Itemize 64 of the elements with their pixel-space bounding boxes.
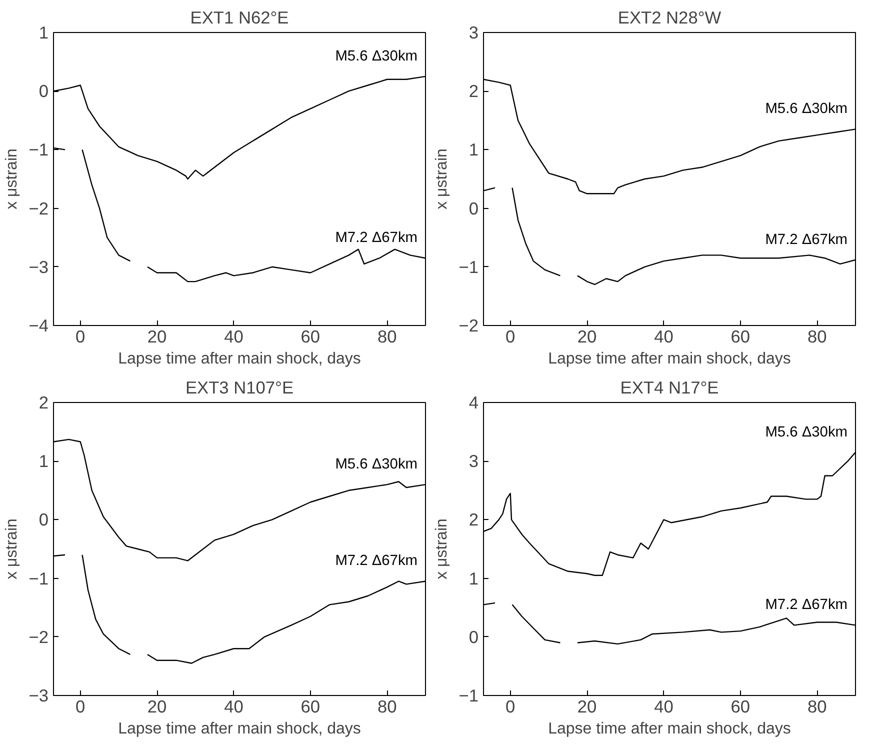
x-tick-label: 0 <box>506 696 516 716</box>
y-tick-label: 3 <box>468 22 479 42</box>
x-tick-label: 0 <box>76 326 86 346</box>
y-tick-label: −1 <box>458 686 479 706</box>
y-tick-label: −3 <box>28 686 49 706</box>
y-tick-label: −4 <box>28 316 49 336</box>
series-label: M5.6 Δ30km <box>335 456 418 473</box>
y-tick-label: 1 <box>468 568 479 588</box>
x-tick-label: 40 <box>224 696 244 716</box>
x-tick-label: 60 <box>730 326 750 346</box>
y-tick-label: 0 <box>38 510 49 530</box>
y-tick-label: 2 <box>468 81 479 102</box>
y-tick-label: 0 <box>468 198 479 218</box>
y-tick-label: 1 <box>38 451 49 472</box>
y-tick-label: 4 <box>468 392 479 412</box>
x-tick-label: 20 <box>577 326 597 346</box>
y-axis-title: x μstrain <box>4 148 21 210</box>
y-tick-label: −1 <box>458 256 479 277</box>
y-tick-label: 1 <box>38 22 49 42</box>
y-tick-label: 3 <box>468 451 479 472</box>
y-tick-label: 2 <box>468 510 479 530</box>
y-tick-label: −2 <box>28 198 49 218</box>
y-tick-label: −3 <box>28 256 49 277</box>
x-tick-label: 20 <box>147 696 167 716</box>
y-tick-label: −2 <box>458 316 479 336</box>
x-tick-label: 40 <box>224 326 244 346</box>
x-tick-label: 20 <box>147 326 167 346</box>
chart-title: EXT3 N107°E <box>185 378 294 398</box>
y-tick-label: −1 <box>28 568 49 588</box>
series-label: M5.6 Δ30km <box>765 424 848 440</box>
x-tick-label: 80 <box>378 326 397 346</box>
y-axis-title: x μstrain <box>434 518 451 580</box>
chart-title: EXT1 N62°E <box>190 8 289 28</box>
x-axis-title: Lapse time after main shock, days <box>118 350 361 368</box>
x-tick-label: 60 <box>730 696 750 716</box>
y-axis-title: x μstrain <box>434 148 451 210</box>
x-axis-title: Lapse time after main shock, days <box>118 720 361 738</box>
x-tick-label: 80 <box>378 696 397 716</box>
series-label: M7.2 Δ67km <box>335 553 418 570</box>
series-label: M7.2 Δ67km <box>765 232 848 248</box>
x-tick-label: 60 <box>300 696 320 716</box>
x-tick-label: 40 <box>654 326 674 346</box>
series-label: M5.6 Δ30km <box>335 48 418 64</box>
chart-title: EXT2 N28°W <box>618 8 722 28</box>
x-tick-label: 0 <box>76 696 86 716</box>
y-tick-label: 1 <box>468 140 479 160</box>
x-tick-label: 80 <box>808 696 827 716</box>
y-tick-label: 0 <box>468 626 479 647</box>
x-tick-label: 0 <box>506 326 516 346</box>
x-axis-title: Lapse time after main shock, days <box>548 720 791 738</box>
series-label: M7.2 Δ67km <box>335 230 418 246</box>
x-tick-label: 40 <box>654 696 674 716</box>
y-tick-label: 0 <box>38 81 49 102</box>
x-tick-label: 60 <box>300 326 320 346</box>
y-tick-label: 2 <box>38 392 49 412</box>
y-tick-label: −1 <box>28 140 49 160</box>
x-tick-label: 80 <box>808 326 827 346</box>
x-axis-title: Lapse time after main shock, days <box>548 350 791 368</box>
x-tick-label: 20 <box>577 696 597 716</box>
y-tick-label: −2 <box>28 626 49 647</box>
y-axis-title: x μstrain <box>4 518 21 580</box>
chart-title: EXT4 N17°E <box>620 378 719 398</box>
series-label: M5.6 Δ30km <box>765 101 848 118</box>
series-label: M7.2 Δ67km <box>765 597 848 614</box>
